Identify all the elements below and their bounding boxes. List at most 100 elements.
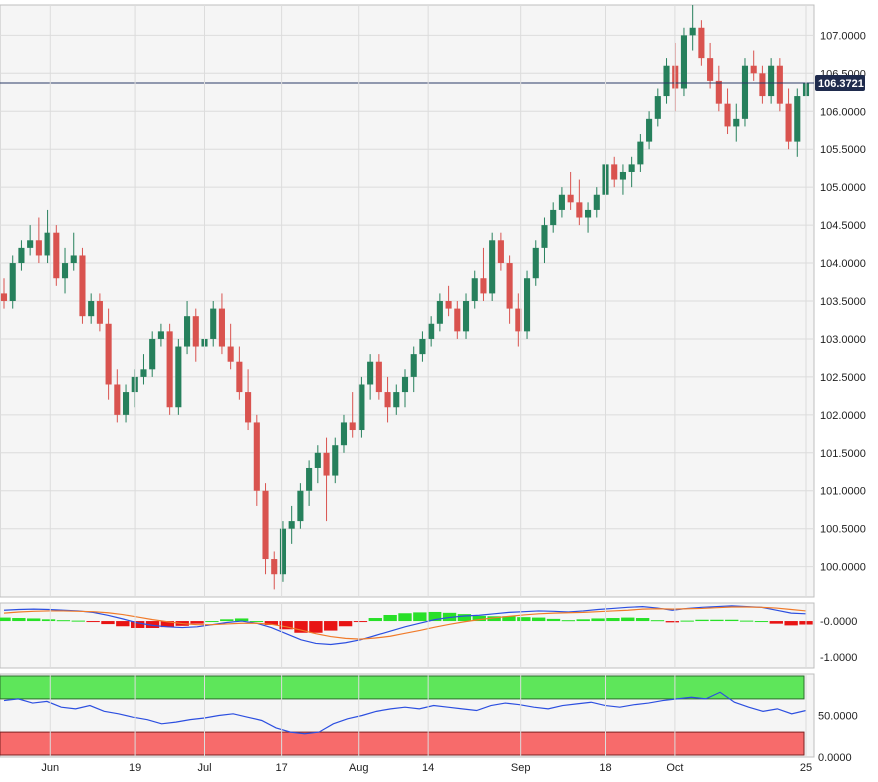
price-tick-label: 102.5000 bbox=[820, 372, 866, 384]
x-tick-label: Jun bbox=[41, 762, 59, 774]
candle-body bbox=[9, 263, 16, 301]
candle-body bbox=[724, 103, 731, 127]
macd-histogram-bar bbox=[86, 621, 100, 623]
candle-body bbox=[262, 490, 269, 560]
candle-body bbox=[428, 323, 435, 339]
price-tick-label: 106.0000 bbox=[820, 106, 866, 118]
price-tick-label: 104.0000 bbox=[820, 258, 866, 270]
rsi-tick-label: 50.0000 bbox=[818, 711, 858, 723]
price-tick-label: 102.0000 bbox=[820, 410, 866, 422]
macd-tick-label: -1.0000 bbox=[820, 652, 857, 664]
candle-body bbox=[628, 164, 635, 172]
macd-histogram-bar bbox=[116, 621, 130, 627]
macd-histogram-bar bbox=[338, 621, 353, 627]
candle-body bbox=[375, 361, 382, 393]
candle-body bbox=[776, 65, 783, 104]
candle-body bbox=[184, 316, 191, 347]
macd-signal-line bbox=[3, 606, 807, 640]
macd-histogram-bar bbox=[531, 617, 546, 622]
price-tick-label: 100.0000 bbox=[820, 562, 866, 574]
candle-body bbox=[619, 171, 626, 180]
candle-body bbox=[794, 96, 801, 142]
macd-histogram-bar bbox=[680, 620, 694, 622]
candle-body bbox=[0, 293, 8, 301]
candle-body bbox=[715, 80, 722, 104]
candle-body bbox=[358, 384, 365, 431]
x-tick-label: 14 bbox=[422, 762, 434, 774]
price-tick-label: 107.0000 bbox=[820, 30, 866, 42]
candle-body bbox=[253, 422, 260, 491]
candle-body bbox=[419, 338, 426, 355]
macd-histogram-bar bbox=[309, 621, 323, 633]
x-tick-label: 18 bbox=[599, 762, 611, 774]
rsi-layer: 50.0000 0.0000 bbox=[0, 675, 858, 764]
candle-body bbox=[558, 194, 565, 210]
price-tick-label: 100.5000 bbox=[820, 524, 866, 536]
candle-body bbox=[506, 263, 513, 309]
x-tick-label: Jul bbox=[197, 762, 211, 774]
rsi-overbought-zone bbox=[0, 675, 805, 700]
candle-body bbox=[157, 331, 164, 339]
candle-body bbox=[585, 209, 592, 218]
candle-body bbox=[646, 118, 653, 142]
macd-histogram-bar bbox=[413, 612, 427, 622]
macd-histogram-bar bbox=[27, 618, 41, 622]
candle-body bbox=[785, 103, 792, 142]
rsi-line bbox=[3, 691, 807, 735]
candle-body bbox=[436, 301, 443, 324]
candle-body bbox=[61, 263, 69, 279]
candle-body bbox=[410, 354, 417, 377]
candle-body bbox=[750, 65, 757, 74]
candle-body bbox=[96, 301, 103, 324]
candle-body bbox=[88, 301, 95, 317]
candle-body bbox=[454, 308, 461, 332]
macd-histogram-bar bbox=[264, 621, 279, 625]
candle-body bbox=[654, 96, 661, 119]
price-tick-label: 103.5000 bbox=[820, 296, 866, 308]
candle-body bbox=[550, 209, 557, 226]
macd-histogram-bar bbox=[576, 619, 590, 622]
candle-body bbox=[689, 27, 696, 36]
macd-histogram-bar bbox=[739, 620, 754, 622]
candle-body bbox=[53, 232, 60, 279]
candle-body bbox=[497, 240, 504, 264]
macd-histogram-bar bbox=[591, 618, 605, 622]
x-tick-label: Sep bbox=[511, 762, 531, 774]
macd-histogram-bar bbox=[101, 621, 115, 625]
candle-body bbox=[114, 384, 121, 415]
candle-body bbox=[471, 278, 478, 301]
x-tick-label: 19 bbox=[129, 762, 141, 774]
price-tick-label: 101.5000 bbox=[820, 448, 866, 460]
macd-histogram-bar bbox=[754, 621, 769, 623]
candle-body bbox=[567, 194, 574, 203]
candle-body bbox=[532, 247, 539, 279]
x-grid bbox=[49, 5, 807, 757]
macd-histogram-bar bbox=[457, 614, 472, 622]
macd-histogram-bar bbox=[190, 621, 204, 624]
candle-body bbox=[210, 308, 217, 339]
macd-layer: -0.0000 -1.0000 bbox=[0, 605, 857, 664]
macd-macd-line bbox=[3, 605, 807, 646]
macd-histogram-bar bbox=[665, 621, 680, 623]
candle-body bbox=[323, 452, 330, 476]
candle-body bbox=[271, 559, 278, 575]
candle-body bbox=[166, 331, 173, 408]
price-tick-label: 105.0000 bbox=[820, 182, 866, 194]
candle-body bbox=[733, 118, 740, 127]
macd-histogram-bar bbox=[784, 621, 798, 626]
candle-body bbox=[279, 528, 287, 575]
current-price-label: 106.3721 bbox=[818, 78, 864, 90]
macd-histogram-bar bbox=[294, 621, 308, 633]
candle-body bbox=[105, 323, 112, 385]
candle-body bbox=[218, 308, 225, 347]
rsi-tick-label: 0.0000 bbox=[818, 752, 852, 764]
macd-histogram-bar bbox=[220, 619, 234, 622]
candle-body bbox=[306, 467, 313, 491]
current-price-line: 106.3721 bbox=[0, 75, 865, 92]
macd-histogram-bar bbox=[650, 620, 665, 622]
candle-body bbox=[698, 27, 705, 59]
macd-histogram-bar bbox=[517, 617, 531, 622]
macd-histogram-bar bbox=[71, 620, 85, 622]
macd-histogram-bar bbox=[0, 617, 11, 622]
